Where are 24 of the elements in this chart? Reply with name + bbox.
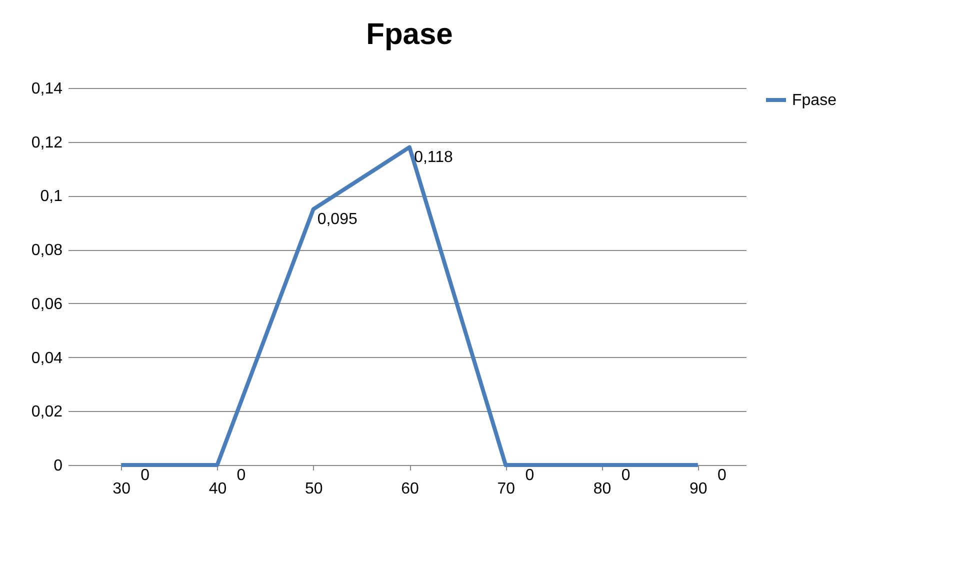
y-tick-label: 0,02 [31, 404, 63, 421]
x-tick-label: 80 [593, 480, 612, 498]
y-tick-label: 0 [54, 458, 63, 474]
y-tick-label: 0,06 [31, 296, 63, 313]
x-tick-label: 30 [112, 480, 131, 498]
data-label: 0 [140, 467, 150, 484]
y-tick-label: 0,12 [31, 134, 63, 152]
x-tick-label: 90 [690, 480, 708, 498]
chart-title: Fpase [366, 18, 453, 51]
legend-label: Fpase [792, 92, 837, 109]
data-label: 0 [717, 467, 726, 484]
data-label: 0 [621, 467, 630, 484]
data-label: 0 [236, 467, 246, 484]
data-label: 0,095 [317, 211, 358, 228]
y-tick-label: 0,04 [31, 350, 63, 367]
x-tick-label: 60 [401, 480, 419, 498]
data-label: 0,118 [414, 149, 454, 166]
y-tick-label: 0,14 [31, 80, 63, 98]
x-tick-label: 50 [304, 480, 323, 498]
y-tick-label: 0,08 [31, 242, 63, 260]
data-label: 0 [525, 467, 534, 484]
x-tick-label: 70 [497, 480, 516, 498]
y-tick-label: 0,1 [40, 188, 63, 206]
x-tick-label: 40 [208, 480, 227, 498]
